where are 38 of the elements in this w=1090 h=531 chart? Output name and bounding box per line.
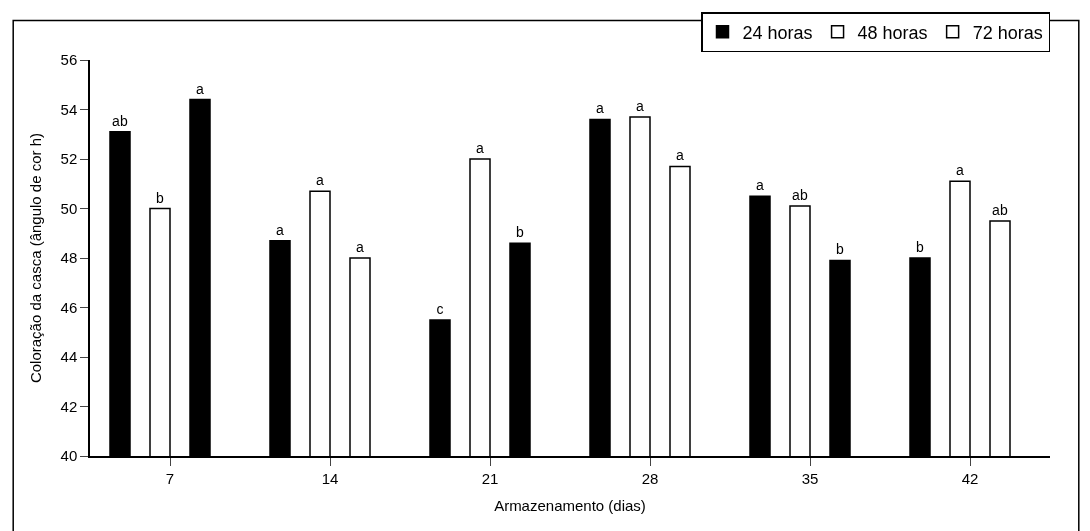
x-tick-label: 21	[481, 469, 499, 487]
data-label: a	[196, 80, 204, 97]
data-label: a	[756, 177, 764, 194]
data-label: a	[636, 97, 644, 114]
data-label: a	[356, 239, 364, 255]
y-tick-label: 56	[60, 51, 78, 69]
x-tick-label: 7	[165, 469, 175, 487]
data-label: a	[676, 147, 684, 164]
y-tick-label: 40	[60, 447, 78, 465]
data-label: b	[156, 189, 164, 206]
data-label: a	[476, 140, 484, 156]
data-label: ab	[992, 201, 1008, 218]
y-tick-label: 48	[60, 249, 78, 267]
y-tick-label: 52	[60, 150, 78, 168]
data-label: a	[276, 221, 284, 238]
legend-label: 24 horas	[742, 22, 813, 43]
legend-label: 72 horas	[972, 22, 1043, 43]
legend-label: 48 horas	[857, 22, 928, 43]
y-tick-label: 44	[60, 348, 78, 366]
data-label: a	[596, 100, 604, 117]
y-axis-title: Coloração da casca (ângulo de cor h)	[27, 132, 45, 384]
data-label: b	[516, 224, 524, 241]
data-label: b	[836, 241, 844, 258]
data-label: c	[436, 300, 444, 317]
data-label: a	[956, 162, 964, 179]
data-label: a	[316, 172, 324, 189]
data-label: ab	[112, 112, 128, 129]
x-tick-label: 35	[801, 469, 819, 487]
y-tick-label: 46	[60, 298, 78, 316]
y-tick-label: 54	[60, 100, 78, 118]
x-tick-label: 42	[961, 469, 979, 487]
data-label: ab	[792, 187, 808, 204]
y-tick-label: 50	[60, 199, 78, 217]
x-axis-title: Armazenamento (dias)	[494, 497, 646, 515]
data-label: b	[916, 239, 924, 255]
x-tick-label: 28	[641, 469, 659, 487]
y-tick-label: 42	[60, 397, 78, 415]
x-tick-label: 14	[321, 469, 339, 487]
